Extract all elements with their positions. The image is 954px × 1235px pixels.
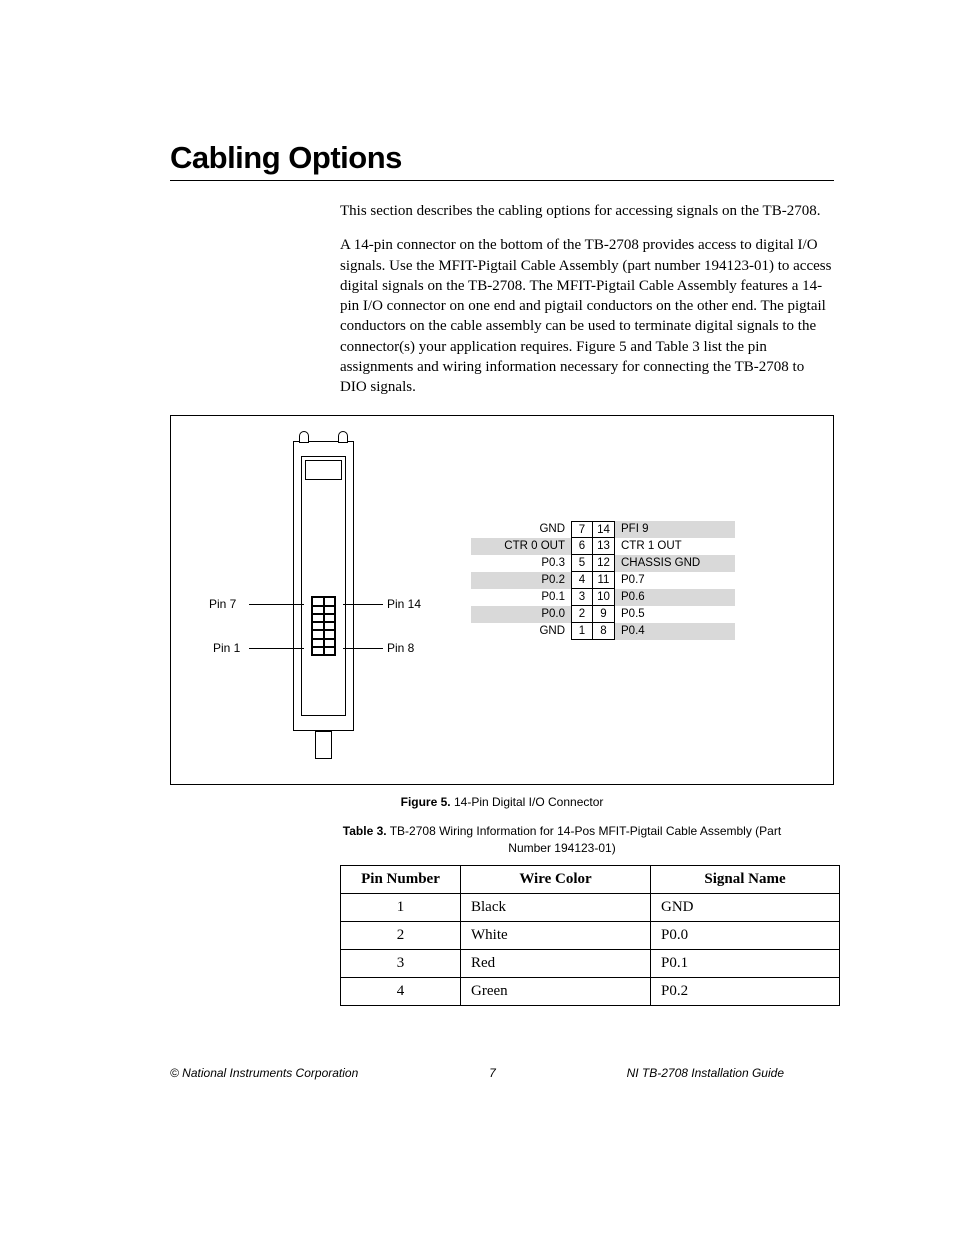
pinmap-right-signal: P0.5 [615, 606, 735, 623]
cell-pin-number: 3 [341, 949, 461, 977]
pinmap-row: GND18P0.4 [471, 623, 735, 640]
table-label-bold: Table 3. [343, 824, 387, 838]
table-row: 3RedP0.1 [341, 949, 840, 977]
callout-pin-8: Pin 8 [387, 641, 414, 655]
cell-pin-number: 1 [341, 893, 461, 921]
pinmap-left-signal: P0.1 [471, 589, 571, 606]
pinmap-row: CTR 0 OUT613CTR 1 OUT [471, 538, 735, 555]
cell-wire-color: White [461, 921, 651, 949]
pinmap-left-num: 5 [571, 555, 593, 572]
footer-copyright: © National Instruments Corporation [170, 1066, 358, 1080]
pinmap-right-num: 13 [593, 538, 615, 555]
cell-signal-name: P0.1 [651, 949, 840, 977]
pinmap-row: P0.2411P0.7 [471, 572, 735, 589]
pinmap-right-num: 12 [593, 555, 615, 572]
pinmap-left-num: 3 [571, 589, 593, 606]
footer-page-number: 7 [489, 1066, 496, 1080]
leader-line [249, 604, 304, 605]
body-text-block: This section describes the cabling optio… [340, 201, 834, 397]
pinmap-left-num: 4 [571, 572, 593, 589]
table-row: 1BlackGND [341, 893, 840, 921]
pinmap-left-signal: CTR 0 OUT [471, 538, 571, 555]
table-row: 4GreenP0.2 [341, 977, 840, 1005]
title-divider [170, 180, 834, 181]
pinmap-left-signal: P0.3 [471, 555, 571, 572]
leader-line [343, 604, 383, 605]
footer-doc-title: NI TB-2708 Installation Guide [627, 1066, 784, 1080]
table-label-text: TB-2708 Wiring Information for 14-Pos MF… [390, 824, 781, 855]
connector-grid-icon [311, 596, 336, 656]
table-3-caption: Table 3. TB-2708 Wiring Information for … [340, 823, 784, 857]
callout-pin-1: Pin 1 [213, 641, 240, 655]
pinmap-right-num: 11 [593, 572, 615, 589]
cell-wire-color: Red [461, 949, 651, 977]
pinmap-right-signal: P0.7 [615, 572, 735, 589]
leader-line [249, 648, 304, 649]
col-signal-name: Signal Name [651, 865, 840, 893]
device-illustration [291, 431, 356, 761]
cell-signal-name: P0.0 [651, 921, 840, 949]
paragraph-1: This section describes the cabling optio… [340, 201, 834, 221]
figure-label-bold: Figure 5. [401, 795, 451, 809]
pinmap-right-signal: CHASSIS GND [615, 555, 735, 572]
table-header-row: Pin Number Wire Color Signal Name [341, 865, 840, 893]
cell-signal-name: P0.2 [651, 977, 840, 1005]
pinmap-left-num: 2 [571, 606, 593, 623]
pinmap-right-signal: P0.4 [615, 623, 735, 640]
leader-line [343, 648, 383, 649]
paragraph-2: A 14-pin connector on the bottom of the … [340, 235, 834, 397]
pinmap-row: P0.029P0.5 [471, 606, 735, 623]
col-wire-color: Wire Color [461, 865, 651, 893]
page-footer: © National Instruments Corporation 7 NI … [170, 1066, 784, 1080]
pinmap-left-signal: GND [471, 521, 571, 538]
cell-wire-color: Green [461, 977, 651, 1005]
pinmap-right-signal: PFI 9 [615, 521, 735, 538]
pinmap-row: GND714PFI 9 [471, 521, 735, 538]
cell-wire-color: Black [461, 893, 651, 921]
pin-assignment-table: GND714PFI 9CTR 0 OUT613CTR 1 OUTP0.3512C… [471, 521, 735, 640]
figure-label-text: 14-Pin Digital I/O Connector [454, 795, 603, 809]
col-pin-number: Pin Number [341, 865, 461, 893]
pinmap-right-num: 8 [593, 623, 615, 640]
pinmap-left-signal: P0.2 [471, 572, 571, 589]
pinmap-left-num: 6 [571, 538, 593, 555]
pinmap-right-num: 10 [593, 589, 615, 606]
pinmap-right-num: 14 [593, 521, 615, 538]
callout-pin-14: Pin 14 [387, 597, 421, 611]
pinmap-right-signal: P0.6 [615, 589, 735, 606]
table-row: 2WhiteP0.0 [341, 921, 840, 949]
pinmap-row: P0.1310P0.6 [471, 589, 735, 606]
pinmap-right-num: 9 [593, 606, 615, 623]
pinmap-left-signal: P0.0 [471, 606, 571, 623]
cell-pin-number: 4 [341, 977, 461, 1005]
cell-pin-number: 2 [341, 921, 461, 949]
pinmap-right-signal: CTR 1 OUT [615, 538, 735, 555]
pinmap-left-num: 7 [571, 521, 593, 538]
pinmap-row: P0.3512CHASSIS GND [471, 555, 735, 572]
cell-signal-name: GND [651, 893, 840, 921]
figure-5-caption: Figure 5. 14-Pin Digital I/O Connector [170, 795, 834, 809]
wiring-table: Pin Number Wire Color Signal Name 1Black… [340, 865, 840, 1006]
callout-pin-7: Pin 7 [209, 597, 236, 611]
section-title: Cabling Options [170, 140, 834, 176]
figure-5-box: Pin 7 Pin 14 Pin 1 Pin 8 GND714PFI 9CTR … [170, 415, 834, 785]
pinmap-left-num: 1 [571, 623, 593, 640]
pinmap-left-signal: GND [471, 623, 571, 640]
